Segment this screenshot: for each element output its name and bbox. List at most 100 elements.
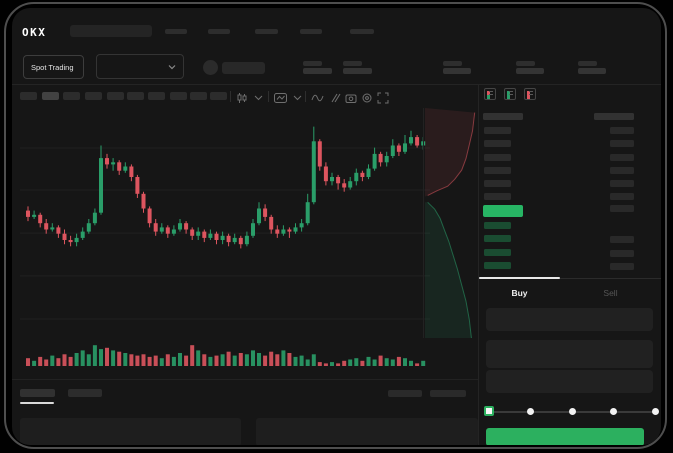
history-panel-placeholder bbox=[256, 418, 478, 445]
ask-amount bbox=[610, 180, 634, 187]
slider-stop-25[interactable] bbox=[527, 408, 534, 415]
settings-icon[interactable] bbox=[361, 92, 373, 104]
pair-name-placeholder bbox=[222, 62, 265, 74]
price-input[interactable] bbox=[486, 308, 653, 331]
pair-selector-dropdown[interactable] bbox=[96, 54, 184, 79]
bid-price-row[interactable] bbox=[484, 249, 511, 256]
ask-amount bbox=[610, 167, 634, 174]
chevron-down-icon[interactable] bbox=[293, 95, 302, 101]
asks-swatch bbox=[487, 91, 490, 95]
okx-logo: OKX bbox=[22, 26, 47, 39]
fullscreen-icon[interactable] bbox=[377, 92, 389, 104]
ask-amount bbox=[610, 154, 634, 161]
chevron-down-icon[interactable] bbox=[254, 95, 263, 101]
tab-sell[interactable]: Sell bbox=[603, 288, 618, 298]
bottom-tab[interactable] bbox=[68, 389, 102, 397]
chart-depth-divider bbox=[423, 108, 424, 338]
nav-menu-item[interactable] bbox=[165, 29, 187, 34]
bid-price-row[interactable] bbox=[484, 222, 511, 229]
bottom-section-divider bbox=[12, 379, 478, 380]
rows-glyph bbox=[489, 91, 493, 97]
asks-swatch bbox=[527, 91, 530, 99]
orderbook-asks-view-icon[interactable] bbox=[524, 88, 536, 100]
bid-amount bbox=[610, 236, 634, 243]
compare-icon[interactable] bbox=[329, 92, 341, 104]
candlestick-chart[interactable] bbox=[20, 108, 430, 338]
buy-tab-indicator bbox=[479, 277, 560, 279]
bid-price-row[interactable] bbox=[484, 235, 511, 242]
nav-menu-item[interactable] bbox=[350, 29, 374, 34]
header-divider bbox=[12, 84, 661, 85]
orderbook-bids-view-icon[interactable] bbox=[504, 88, 516, 100]
ticker-stat-value bbox=[516, 68, 544, 74]
buy-submit-button[interactable] bbox=[486, 428, 644, 445]
ask-amount bbox=[610, 140, 634, 147]
amount-input[interactable] bbox=[486, 340, 653, 368]
camera-icon[interactable] bbox=[345, 92, 357, 104]
nav-menu-item[interactable] bbox=[255, 29, 278, 34]
depth-profile-chart bbox=[425, 108, 476, 338]
rows-glyph bbox=[509, 91, 513, 97]
bid-amount bbox=[610, 263, 634, 270]
search-input[interactable] bbox=[70, 25, 152, 37]
market-type-dropdown[interactable]: Spot Trading bbox=[23, 55, 84, 79]
slider-stop-100[interactable] bbox=[652, 408, 659, 415]
toolbar-divider bbox=[230, 91, 231, 102]
bottom-toolbar-button[interactable] bbox=[388, 390, 422, 397]
nav-menu-item[interactable] bbox=[208, 29, 230, 34]
timeframe-button-selected[interactable] bbox=[42, 92, 59, 100]
timeframe-button[interactable] bbox=[85, 92, 102, 100]
total-input[interactable] bbox=[486, 370, 653, 393]
ticker-stat-value bbox=[343, 68, 372, 74]
bid-price-row[interactable] bbox=[484, 262, 511, 269]
device-frame: OKX Spot Trading bbox=[4, 2, 667, 449]
bottom-toolbar-button[interactable] bbox=[430, 390, 466, 397]
ask-amount bbox=[610, 193, 634, 200]
ask-price-row[interactable] bbox=[484, 180, 511, 187]
last-price-highlight[interactable] bbox=[483, 205, 523, 217]
bids-swatch bbox=[487, 95, 490, 99]
ask-amount bbox=[610, 127, 634, 134]
ticker-stat-label bbox=[303, 61, 322, 66]
ask-price-row[interactable] bbox=[484, 167, 511, 174]
timeframe-button[interactable] bbox=[210, 92, 227, 100]
slider-stop-50[interactable] bbox=[569, 408, 576, 415]
candle-type-icon[interactable] bbox=[236, 92, 248, 104]
orders-panel-placeholder bbox=[20, 418, 241, 445]
tab-buy[interactable]: Buy bbox=[511, 288, 528, 298]
ticker-stat-value bbox=[303, 68, 332, 74]
bid-amount bbox=[610, 250, 634, 257]
ask-price-row[interactable] bbox=[484, 127, 511, 134]
timeframe-button[interactable] bbox=[127, 92, 144, 100]
tab-bar-divider bbox=[479, 278, 661, 279]
timeframe-button[interactable] bbox=[20, 92, 37, 100]
timeframe-button[interactable] bbox=[107, 92, 124, 100]
market-type-label: Spot Trading bbox=[31, 62, 74, 72]
orderbook-price-header bbox=[483, 113, 523, 120]
ticker-stat-value bbox=[443, 68, 471, 74]
panel-divider bbox=[478, 85, 479, 445]
ask-price-row[interactable] bbox=[484, 154, 511, 161]
ticker-stat-label bbox=[343, 61, 362, 66]
ask-price-row[interactable] bbox=[484, 193, 511, 200]
timeframe-button[interactable] bbox=[170, 92, 187, 100]
timeframe-button[interactable] bbox=[63, 92, 80, 100]
orderbook-combined-view-icon[interactable] bbox=[484, 88, 496, 100]
ask-price-row[interactable] bbox=[484, 140, 511, 147]
bids-swatch bbox=[507, 91, 510, 99]
bid-amount bbox=[610, 205, 634, 212]
toolbar-divider bbox=[268, 91, 269, 102]
indicators-icon[interactable] bbox=[274, 92, 287, 104]
slider-handle[interactable] bbox=[484, 406, 494, 416]
timeframe-button[interactable] bbox=[190, 92, 207, 100]
volume-chart bbox=[26, 345, 426, 366]
coin-avatar bbox=[203, 60, 218, 75]
slider-stop-75[interactable] bbox=[610, 408, 617, 415]
timeframe-button[interactable] bbox=[148, 92, 165, 100]
bottom-tab-active[interactable] bbox=[20, 389, 55, 397]
orderbook-amount-header bbox=[594, 113, 634, 120]
line-tools-icon[interactable] bbox=[311, 92, 324, 104]
app-screen: OKX Spot Trading bbox=[12, 8, 661, 445]
nav-menu-item[interactable] bbox=[300, 29, 322, 34]
